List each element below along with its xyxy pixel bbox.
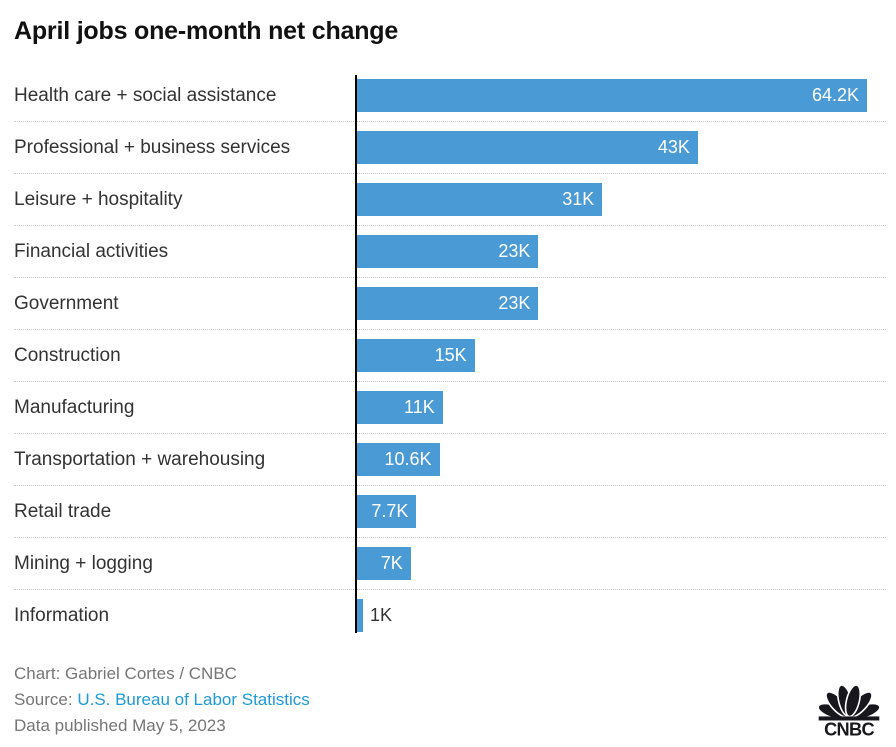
chart-row: Manufacturing 11K xyxy=(14,381,886,433)
category-label: Professional + business services xyxy=(14,136,291,158)
bar: 10.6K xyxy=(355,443,440,476)
category-label: Information xyxy=(14,604,110,626)
category-label: Financial activities xyxy=(14,240,169,262)
chart-row: Retail trade 7.7K xyxy=(14,485,886,537)
bar: 64.2K xyxy=(355,79,867,112)
bar: 43K xyxy=(355,131,698,164)
chart-row: Information 1K xyxy=(14,589,886,641)
bar-track: 23K xyxy=(355,226,886,277)
value-label: 31K xyxy=(562,189,595,209)
chart-credit: Chart: Gabriel Cortes / CNBC xyxy=(14,664,237,683)
value-label: 23K xyxy=(498,293,531,313)
category-label: Construction xyxy=(14,344,121,366)
bar-track: 15K xyxy=(355,330,886,381)
category-label: Government xyxy=(14,292,119,314)
value-label: 15K xyxy=(434,345,467,365)
value-label: 43K xyxy=(657,137,690,157)
published-date: Data published May 5, 2023 xyxy=(14,716,226,735)
category-label: Manufacturing xyxy=(14,396,135,418)
bar-track: 11K xyxy=(355,382,886,433)
bar-track: 31K xyxy=(355,174,886,225)
chart-row: Leisure + hospitality 31K xyxy=(14,173,886,225)
value-label: 10.6K xyxy=(384,449,432,469)
chart-footer: Chart: Gabriel Cortes / CNBC Source: U.S… xyxy=(14,661,882,739)
category-label: Mining + logging xyxy=(14,552,153,574)
bar-track: 7.7K xyxy=(355,486,886,537)
bar-track: 64.2K xyxy=(355,70,886,121)
bar-track: 1K xyxy=(355,590,886,641)
bar: 11K xyxy=(355,391,443,424)
bar: 7K xyxy=(355,547,411,580)
chart-row: Financial activities 23K xyxy=(14,225,886,277)
value-label: 7.7K xyxy=(371,501,409,521)
chart-row: Transportation + warehousing 10.6K xyxy=(14,433,886,485)
bar: 23K xyxy=(355,287,539,320)
category-label: Leisure + hospitality xyxy=(14,188,183,210)
bar-track: 7K xyxy=(355,538,886,589)
category-label: Transportation + warehousing xyxy=(14,448,266,470)
bar: 31K xyxy=(355,183,603,216)
bar-track: 43K xyxy=(355,122,886,173)
bar xyxy=(355,599,363,632)
chart-row: Mining + logging 7K xyxy=(14,537,886,589)
chart-row: Government 23K xyxy=(14,277,886,329)
bar-track: 10.6K xyxy=(355,434,886,485)
bar: 23K xyxy=(355,235,539,268)
bar-chart: Health care + social assistance 64.2K Pr… xyxy=(14,70,886,641)
value-label: 23K xyxy=(498,241,531,261)
category-label: Health care + social assistance xyxy=(14,84,277,106)
value-label: 7K xyxy=(380,553,403,573)
svg-text:CNBC: CNBC xyxy=(824,719,874,738)
chart-row: Construction 15K xyxy=(14,329,886,381)
value-label: 1K xyxy=(369,605,392,625)
chart-row: Professional + business services 43K xyxy=(14,121,886,173)
cnbc-peacock-logo: CNBC xyxy=(815,676,883,740)
chart-title: April jobs one-month net change xyxy=(14,17,399,45)
bar: 7.7K xyxy=(355,495,417,528)
source-link[interactable]: U.S. Bureau of Labor Statistics xyxy=(77,690,310,709)
source-line: Source: U.S. Bureau of Labor Statistics xyxy=(14,687,882,713)
category-label: Retail trade xyxy=(14,500,112,522)
bar: 15K xyxy=(355,339,475,372)
source-label: Source: xyxy=(14,690,78,709)
y-axis-line xyxy=(355,75,357,633)
chart-row: Health care + social assistance 64.2K xyxy=(14,70,886,121)
bar-track: 23K xyxy=(355,278,886,329)
value-label: 64.2K xyxy=(811,85,859,105)
value-label: 11K xyxy=(404,397,435,417)
